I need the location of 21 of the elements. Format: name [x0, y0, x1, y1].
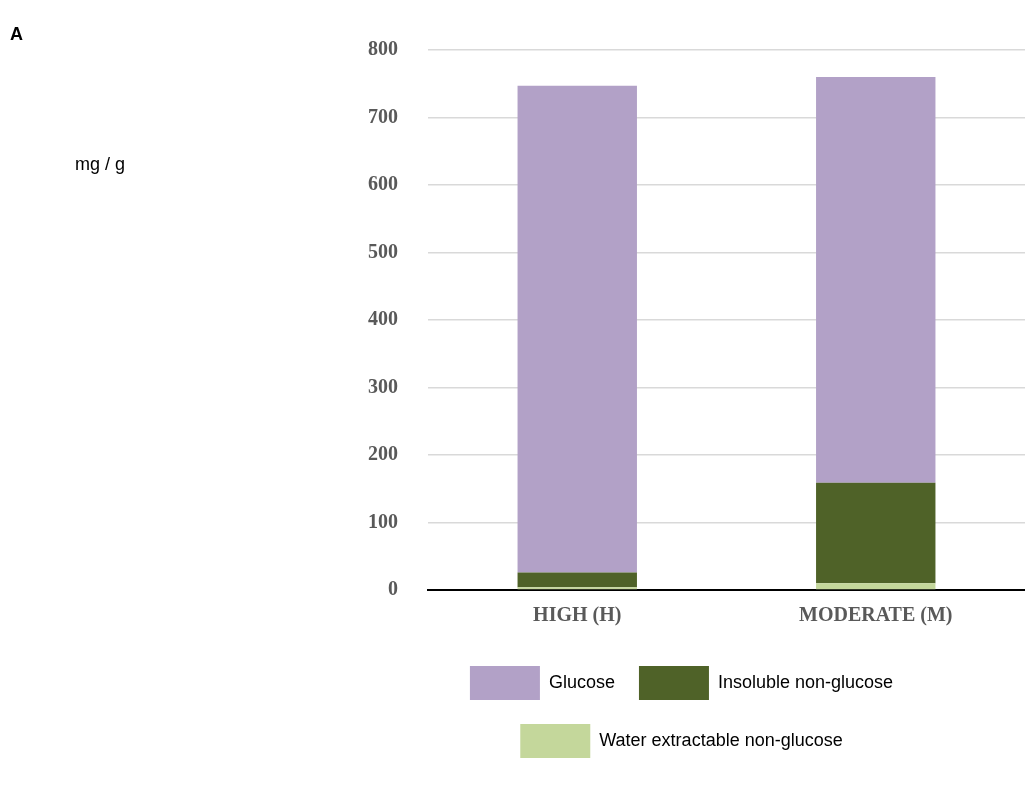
- text: mg / g: [74, 153, 126, 174]
- y-tick-label: 600: [368, 172, 398, 195]
- y-tick-label: 800: [368, 37, 398, 60]
- bar: [816, 77, 936, 483]
- bar: [517, 572, 637, 588]
- y-tick-label: 500: [368, 239, 398, 262]
- y-tick-label: 0: [388, 577, 398, 600]
- x-tick-label: MODERATE (M): [799, 603, 953, 627]
- legend-label: Water extractable non-glucose: [599, 729, 843, 750]
- legend-label: Glucose: [548, 671, 615, 692]
- legend-label: Insoluble non-glucose: [717, 671, 894, 692]
- y-tick-label: 100: [368, 509, 398, 532]
- y-tick-label: 200: [368, 442, 398, 465]
- x-tick-label: HIGH (H): [533, 603, 622, 627]
- bar: [816, 482, 936, 584]
- bar: [816, 583, 936, 590]
- text: A: [10, 23, 23, 44]
- y-tick-label: 300: [368, 374, 398, 397]
- bar: [517, 85, 637, 573]
- y-tick-label: 700: [368, 104, 398, 127]
- y-tick-label: 400: [368, 307, 398, 330]
